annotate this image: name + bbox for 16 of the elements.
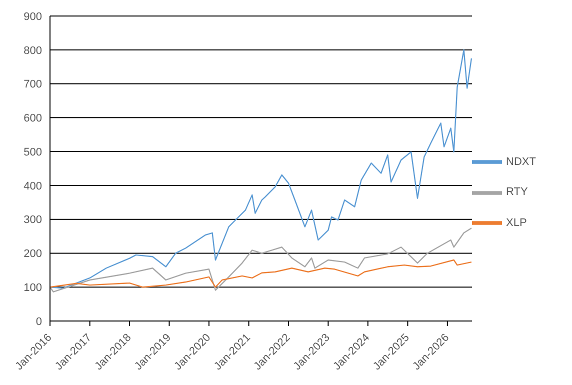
line-series xyxy=(50,49,472,289)
line-series xyxy=(50,259,472,288)
y-tick-label: 200 xyxy=(24,248,42,260)
y-tick-label: 500 xyxy=(24,146,42,158)
legend-label: RTY xyxy=(506,186,528,198)
legend-label: XLP xyxy=(506,216,527,229)
legend-label: NDXT xyxy=(506,156,536,168)
y-tick-label: 900 xyxy=(24,10,42,23)
y-tick-label: 100 xyxy=(24,282,42,294)
y-tick-label: 400 xyxy=(24,180,42,192)
line-series xyxy=(50,228,472,292)
y-tick-label: 800 xyxy=(24,44,42,57)
y-tick-label: 600 xyxy=(24,112,42,125)
y-tick-label: 300 xyxy=(24,214,42,226)
y-tick-label: 0 xyxy=(36,316,42,328)
y-tick-label: 700 xyxy=(24,78,42,91)
